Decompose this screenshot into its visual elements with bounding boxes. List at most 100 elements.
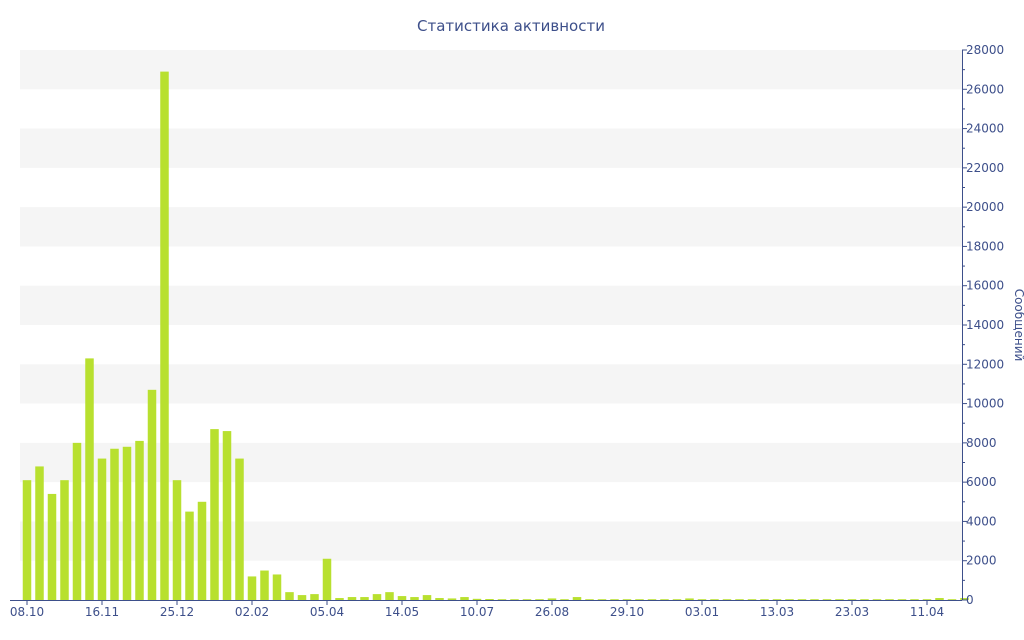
bar [922, 599, 932, 600]
y-tick-label: 22000 [966, 161, 1004, 175]
bar [272, 574, 282, 600]
bar [72, 442, 82, 600]
bar [610, 599, 619, 600]
x-axis: 08.10 16.11 25.12 02.02 05.04 14.05 10.07 26.08… [10, 600, 962, 619]
grid-band [20, 207, 962, 247]
bar [535, 599, 544, 600]
bar [85, 358, 94, 600]
x-tick-label: 11.04 [910, 605, 944, 619]
y-tick-label: 28000 [966, 43, 1004, 57]
bar [710, 599, 719, 600]
bar [797, 599, 807, 600]
bar [472, 598, 482, 600]
y-tick-label: 14000 [966, 318, 1004, 332]
bar [197, 501, 207, 600]
bar [947, 599, 957, 600]
bar [110, 448, 119, 600]
bar [772, 599, 782, 600]
grid-band [20, 442, 962, 483]
y-tick-label: 8000 [966, 436, 997, 450]
bar [522, 599, 532, 600]
x-tick-label: 13.03 [760, 605, 794, 619]
bar [735, 599, 744, 600]
bar [960, 598, 969, 600]
y-tick-label: 18000 [966, 239, 1004, 253]
x-tick-label: 26.08 [535, 605, 569, 619]
bar [297, 595, 307, 600]
x-tick-label: 02.02 [235, 605, 269, 619]
bar [435, 598, 444, 600]
bar [47, 493, 57, 600]
bar [660, 599, 669, 600]
bar [910, 599, 919, 600]
y-tick-label: 4000 [966, 514, 997, 528]
y-tick-label: 0 [966, 593, 974, 607]
bar [935, 598, 944, 600]
bar [697, 599, 707, 600]
bar [597, 599, 607, 600]
bar [747, 599, 757, 600]
bar [222, 431, 232, 600]
bar [560, 599, 569, 600]
bar [335, 598, 344, 600]
x-tick-label: 25.12 [160, 605, 194, 619]
y-tick-label: 2000 [966, 554, 997, 568]
bar [760, 599, 769, 600]
x-tick-label: 23.03 [835, 605, 869, 619]
bar [485, 599, 494, 600]
bar [835, 599, 844, 600]
bar [397, 596, 407, 600]
bar [122, 446, 132, 600]
bar [672, 599, 682, 600]
bar [497, 599, 507, 600]
bar [622, 599, 632, 600]
bar [572, 597, 582, 600]
bar [810, 599, 819, 600]
y-tick-label: 16000 [966, 279, 1004, 293]
y-tick-label: 20000 [966, 200, 1004, 214]
bar [160, 71, 169, 601]
bar [635, 599, 644, 600]
bar [135, 440, 144, 600]
bar [285, 592, 294, 600]
bar [172, 480, 182, 600]
chart-title: Статистика активности [417, 17, 605, 35]
y-tick-label: 10000 [966, 397, 1004, 411]
bar [647, 599, 657, 600]
bar [547, 598, 557, 600]
bar [185, 511, 194, 600]
y-tick-label: 6000 [966, 475, 997, 489]
bar [460, 597, 469, 600]
bar [447, 598, 457, 600]
bar-series [22, 71, 969, 601]
bar [422, 595, 432, 600]
bar [235, 458, 244, 600]
bar [685, 598, 694, 600]
bar [885, 599, 894, 600]
x-tick-label: 03.01 [685, 605, 719, 619]
x-tick-label: 29.10 [610, 605, 644, 619]
bar [310, 594, 319, 600]
x-tick-label: 05.04 [310, 605, 344, 619]
bar [585, 599, 594, 600]
bar [322, 558, 332, 600]
bar [410, 597, 419, 600]
y-tick-label: 12000 [966, 357, 1004, 371]
bar [822, 599, 832, 600]
bar [97, 458, 107, 600]
grid-band [20, 50, 962, 90]
x-tick-label: 16.11 [85, 605, 119, 619]
bar [847, 599, 857, 600]
bar [60, 480, 69, 600]
bar [860, 599, 869, 600]
bar [372, 594, 382, 600]
x-tick-label: 08.10 [10, 605, 44, 619]
bar [35, 466, 44, 600]
bar [385, 592, 394, 600]
bar [347, 597, 357, 600]
bar [22, 480, 32, 600]
grid-bands [20, 50, 962, 561]
bar [360, 597, 369, 600]
x-tick-label: 14.05 [385, 605, 419, 619]
